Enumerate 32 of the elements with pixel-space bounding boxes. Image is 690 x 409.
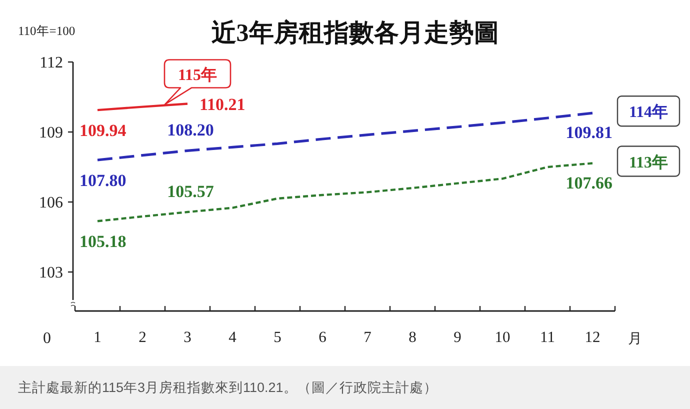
y-tick-label: 109 xyxy=(39,124,63,142)
data-label: 105.57 xyxy=(167,182,214,202)
x-tick-label: 9 xyxy=(454,329,462,346)
series-label: 115年 xyxy=(178,66,218,84)
chart-title: 近3年房租指數各月走勢圖 xyxy=(211,19,499,47)
data-label: 107.80 xyxy=(80,171,126,190)
y-tick-label: 106 xyxy=(39,194,63,212)
x-tick-label: 12 xyxy=(584,329,600,346)
x-tick-label: 2 xyxy=(138,329,146,346)
x-tick-label: 5 xyxy=(274,329,282,346)
data-label: 110.21 xyxy=(200,94,246,114)
x-tick-label: 11 xyxy=(540,329,555,346)
data-label: 109.81 xyxy=(566,123,612,142)
y-tick-label: 103 xyxy=(39,264,63,282)
data-label: 107.66 xyxy=(566,173,612,192)
x-tick-label: 8 xyxy=(408,329,417,346)
x-tick-label: 3 xyxy=(184,329,192,346)
x-tick-label: 10 xyxy=(494,329,510,346)
x-tick-label: 7 xyxy=(364,329,372,346)
x-tick-label: 1 xyxy=(94,329,102,346)
x-tick-label: 6 xyxy=(318,329,327,346)
text: 113年 xyxy=(628,153,668,172)
data-label: 109.94 xyxy=(80,121,127,140)
x-axis-title: 月 xyxy=(628,332,642,347)
y-axis-title: 110年=100 xyxy=(18,24,76,38)
data-label: 105.18 xyxy=(80,232,126,252)
text: 0 xyxy=(43,330,51,347)
y-tick-label: 112 xyxy=(40,54,63,72)
x-tick-label: 4 xyxy=(228,329,237,346)
data-label: 108.20 xyxy=(167,120,214,140)
text: 114年 xyxy=(628,103,668,122)
text: 主計處最新的115年3月房租指數來到110.21。（圖／行政院主計處） xyxy=(18,380,438,395)
